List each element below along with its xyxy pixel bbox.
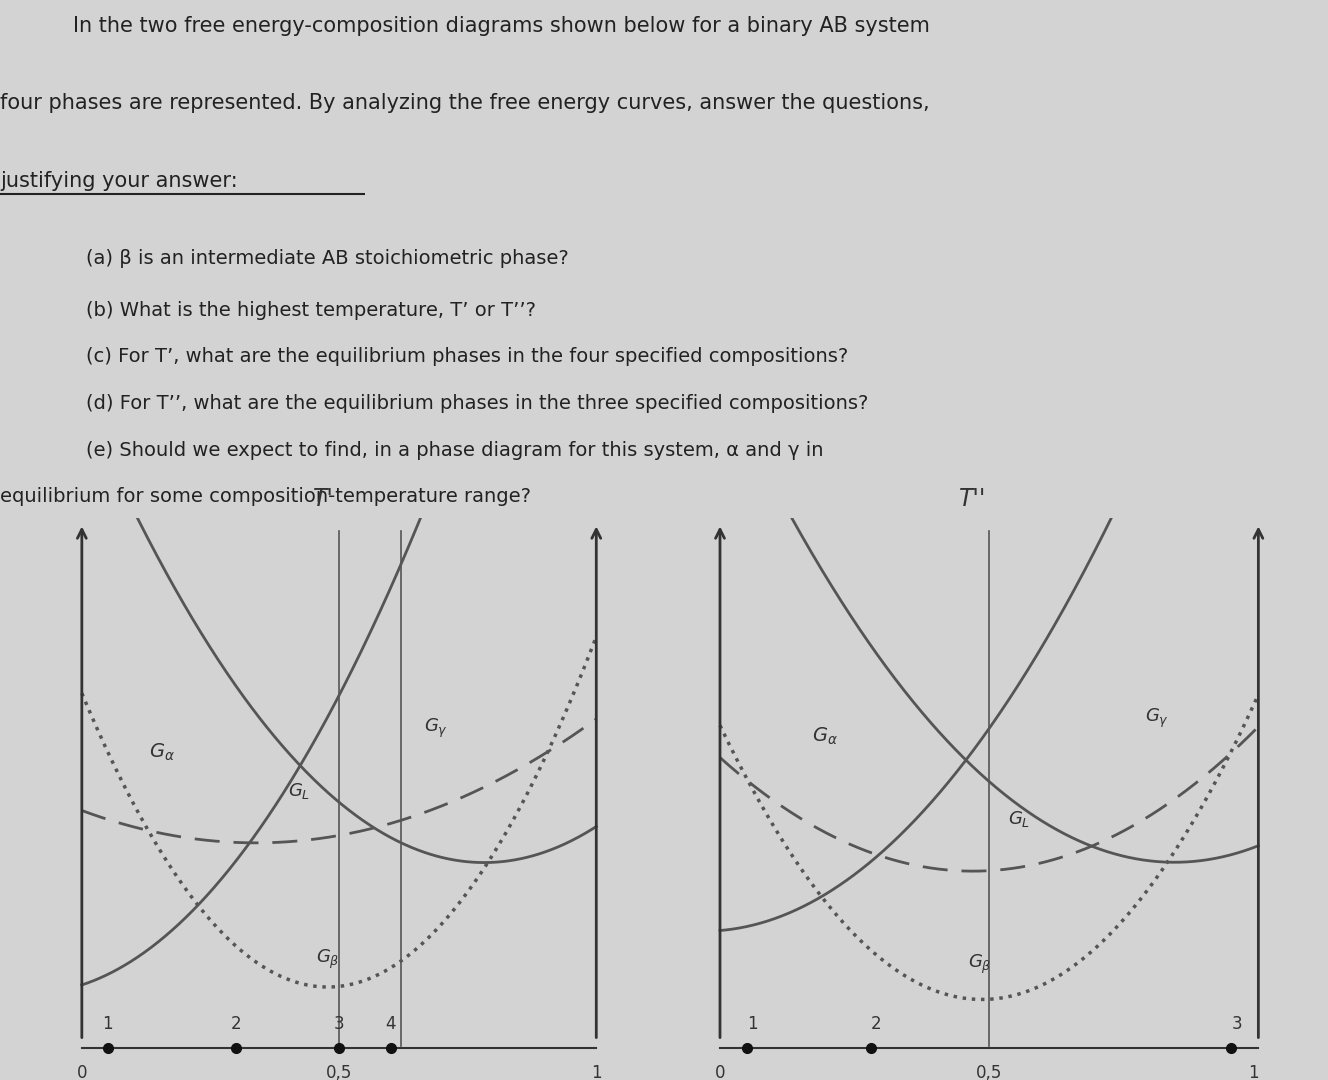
Text: 0,5: 0,5 xyxy=(325,1064,352,1080)
Text: T'': T'' xyxy=(959,487,987,511)
Text: 4: 4 xyxy=(385,1015,396,1032)
Text: $G_\gamma$: $G_\gamma$ xyxy=(424,717,448,740)
Text: 3: 3 xyxy=(333,1015,344,1032)
Text: $G_\beta$: $G_\beta$ xyxy=(316,948,340,971)
Text: 3: 3 xyxy=(1231,1015,1242,1032)
Text: $G_L$: $G_L$ xyxy=(288,781,309,801)
Text: 1: 1 xyxy=(1248,1064,1259,1080)
Text: 1: 1 xyxy=(591,1064,602,1080)
Text: 0: 0 xyxy=(77,1064,88,1080)
Text: 0,5: 0,5 xyxy=(976,1064,1003,1080)
Text: (a) β is an intermediate AB stoichiometric phase?: (a) β is an intermediate AB stoichiometr… xyxy=(86,248,570,268)
Text: (d) For T’’, what are the equilibrium phases in the three specified compositions: (d) For T’’, what are the equilibrium ph… xyxy=(86,394,869,413)
Text: $G_\alpha$: $G_\alpha$ xyxy=(811,726,838,747)
Text: T': T' xyxy=(313,487,335,511)
Text: $G_\beta$: $G_\beta$ xyxy=(968,954,991,976)
Text: (b) What is the highest temperature, T’ or T’’?: (b) What is the highest temperature, T’ … xyxy=(86,300,537,320)
Text: four phases are represented. By analyzing the free energy curves, answer the que: four phases are represented. By analyzin… xyxy=(0,93,930,113)
Text: justifying your answer:: justifying your answer: xyxy=(0,171,238,191)
Text: equilibrium for some composition-temperature range?: equilibrium for some composition-tempera… xyxy=(0,487,531,507)
Text: (c) For T’, what are the equilibrium phases in the four specified compositions?: (c) For T’, what are the equilibrium pha… xyxy=(86,348,849,366)
Text: In the two free energy-composition diagrams shown below for a binary AB system: In the two free energy-composition diagr… xyxy=(73,15,930,36)
Text: 1: 1 xyxy=(746,1015,757,1032)
Text: $G_\gamma$: $G_\gamma$ xyxy=(1145,706,1169,730)
Text: $G_\alpha$: $G_\alpha$ xyxy=(149,742,174,762)
Text: 0: 0 xyxy=(714,1064,725,1080)
Text: (e) Should we expect to find, in a phase diagram for this system, α and γ in: (e) Should we expect to find, in a phase… xyxy=(86,441,823,460)
Text: 1: 1 xyxy=(102,1015,113,1032)
Text: 2: 2 xyxy=(231,1015,242,1032)
Text: $G_L$: $G_L$ xyxy=(1008,809,1031,829)
Text: 2: 2 xyxy=(871,1015,882,1032)
